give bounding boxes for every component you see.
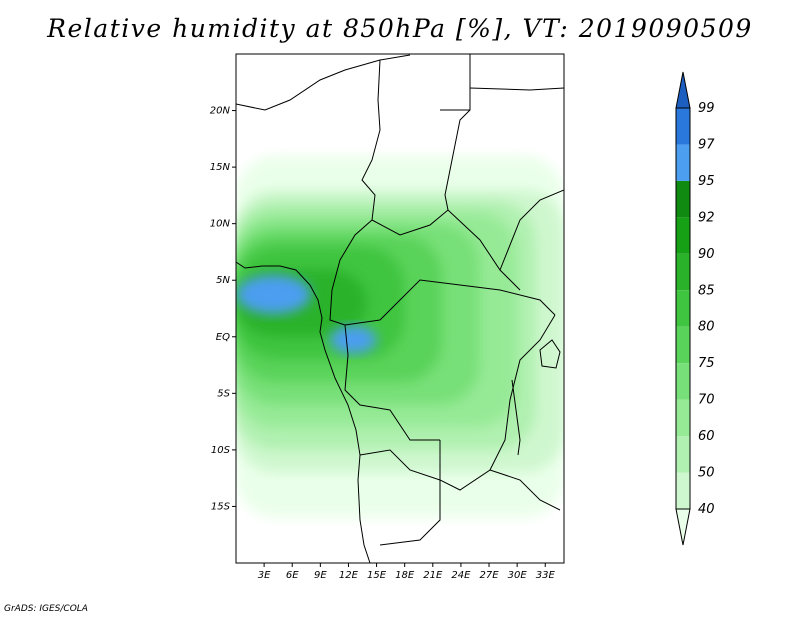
colorbar-label: 40 <box>698 502 715 517</box>
colorbar-segment <box>676 180 690 218</box>
colorbar-label: 95 <box>698 174 715 189</box>
colorbar-segment <box>676 399 690 437</box>
lon-label: 15E <box>367 570 387 581</box>
humidity-region-8 <box>236 274 311 315</box>
map-frame <box>235 53 565 564</box>
lon-label: 6E <box>286 570 299 581</box>
humidity-region-9 <box>329 325 377 354</box>
colorbar-segment <box>676 144 690 181</box>
lon-label: 27E <box>480 570 500 581</box>
colorbar-label: 85 <box>698 283 715 298</box>
colorbar-max-triangle <box>675 71 691 109</box>
colorbar-label: 60 <box>698 429 715 444</box>
border-drc-east <box>439 314 556 491</box>
border-north-3 <box>444 54 471 211</box>
colorbar-segment <box>676 436 690 473</box>
border-drc-west <box>344 324 440 441</box>
colorbar-label: 90 <box>698 247 715 262</box>
coastline-west-africa <box>236 261 371 563</box>
lat-label: 20N <box>210 106 231 117</box>
lon-label: 9E <box>314 570 327 581</box>
lat-label: 15S <box>211 501 231 512</box>
latitude-labels: 20N 15N 10N 5N EQ 5S 10S 15S <box>210 106 236 512</box>
border-southeast <box>489 469 561 511</box>
colorbar-label: 92 <box>698 210 715 225</box>
colorbar-segment <box>676 363 690 400</box>
lon-label: 24E <box>451 570 471 581</box>
colorbar-min-triangle <box>675 508 691 546</box>
colorbar-segment <box>676 472 690 509</box>
lake-tanganyika <box>511 379 521 456</box>
colorbar-segment <box>676 326 690 364</box>
lake-victoria <box>539 339 561 369</box>
colorbar-outline <box>675 107 691 510</box>
lon-label: 3E <box>258 570 271 581</box>
lat-label: 10N <box>210 219 231 230</box>
colorbar-segment <box>676 253 690 291</box>
lat-label: 10S <box>211 445 231 456</box>
chart-title: Relative humidity at 850hPa [%], VT: 201… <box>47 14 753 43</box>
lat-label: 5S <box>217 388 230 399</box>
colorbar-label: 99 <box>698 101 715 116</box>
border-east <box>499 189 564 271</box>
lat-label: 5N <box>216 275 230 286</box>
lat-label: 15N <box>210 162 231 173</box>
colorbar-label: 70 <box>698 393 715 408</box>
grads-credit: GrADS: IGES/COLA <box>4 604 88 614</box>
border-angola <box>359 449 441 546</box>
colorbar: 40 50 60 70 75 80 85 90 92 95 97 99 <box>675 71 715 546</box>
colorbar-segment <box>676 108 690 145</box>
border-drc-north <box>379 279 556 321</box>
longitude-labels: 3E 6E 9E 12E 15E 18E 21E 24E 27E 30E 33E <box>258 563 556 581</box>
lon-label: 12E <box>339 570 359 581</box>
lon-label: 30E <box>508 570 528 581</box>
colorbar-segment <box>676 290 690 327</box>
border-north-2 <box>361 59 381 221</box>
lon-label: 21E <box>423 570 443 581</box>
colorbar-label: 80 <box>698 320 715 335</box>
colorbar-label: 50 <box>698 466 715 481</box>
lat-label: EQ <box>216 332 230 343</box>
colorbar-label: 97 <box>698 137 715 152</box>
lon-label: 18E <box>395 570 415 581</box>
colorbar-segment <box>676 217 690 254</box>
humidity-field <box>236 155 564 518</box>
lon-label: 33E <box>536 570 556 581</box>
colorbar-label: 75 <box>698 356 715 371</box>
border-north-lat <box>469 87 564 91</box>
country-borders <box>236 54 564 563</box>
